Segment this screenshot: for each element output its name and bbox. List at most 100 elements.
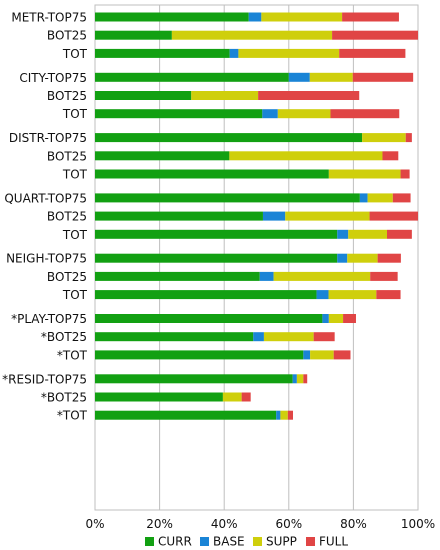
bar-segment-curr bbox=[95, 193, 360, 203]
x-tick-label: 20% bbox=[146, 517, 173, 531]
category-label: BOT25 bbox=[47, 270, 87, 284]
x-tick-label: 0% bbox=[85, 517, 104, 531]
bar-segment-curr bbox=[95, 151, 230, 161]
bar-segment-base bbox=[262, 109, 278, 119]
legend-label: BASE bbox=[213, 535, 245, 549]
category-label: *BOT25 bbox=[41, 391, 87, 405]
x-tick-labels: 0% 20% 40% 60% 80% 100% bbox=[85, 517, 435, 531]
category-labels: METR-TOP75 BOT25 TOT CITY-TOP75 BOT25 TOT DIST… bbox=[2, 11, 87, 423]
bar-segment-curr bbox=[95, 290, 317, 300]
bar-segment-supp bbox=[191, 91, 259, 100]
category-label: *RESID-TOP75 bbox=[2, 372, 87, 386]
bar-segment-supp bbox=[328, 169, 401, 179]
category-label: TOT bbox=[62, 228, 88, 242]
bar-segment-base bbox=[253, 332, 264, 342]
bar-segment-full bbox=[400, 169, 410, 179]
bar-segment-supp bbox=[348, 229, 387, 239]
bar-segment-full bbox=[342, 12, 399, 22]
bars-layer bbox=[95, 12, 418, 420]
bar-segment-curr bbox=[95, 109, 263, 119]
category-label: *PLAY-TOP75 bbox=[11, 312, 87, 326]
legend-swatch-full bbox=[306, 537, 315, 546]
bar-segment-full bbox=[382, 151, 399, 161]
bar-segment-base bbox=[337, 229, 349, 239]
bar-segment-supp bbox=[171, 30, 333, 40]
legend-label: FULL bbox=[319, 535, 348, 549]
x-tick-label: 100% bbox=[401, 517, 435, 531]
category-label: BOT25 bbox=[47, 89, 87, 103]
bar-segment-base bbox=[322, 314, 329, 323]
category-label: BOT25 bbox=[47, 29, 87, 43]
bar-segment-curr bbox=[95, 229, 338, 239]
bar-segment-curr bbox=[95, 392, 223, 402]
bar-segment-supp bbox=[277, 109, 331, 119]
bar-segment-supp bbox=[263, 332, 314, 342]
legend-swatch-curr bbox=[145, 537, 154, 546]
category-label: DISTR-TOP75 bbox=[9, 131, 87, 145]
x-tick-label: 60% bbox=[275, 517, 302, 531]
bar-segment-base bbox=[288, 72, 310, 82]
bar-segment-curr bbox=[95, 72, 289, 82]
bar-segment-supp bbox=[328, 314, 344, 323]
category-label: TOT bbox=[62, 168, 88, 182]
bar-segment-curr bbox=[95, 133, 363, 143]
bar-segment-full bbox=[333, 350, 351, 360]
category-label: TOT bbox=[62, 288, 88, 302]
bar-segment-curr bbox=[95, 253, 338, 263]
category-label: NEIGH-TOP75 bbox=[6, 252, 87, 266]
legend-swatch-base bbox=[200, 537, 209, 546]
x-tick-label: 40% bbox=[211, 517, 238, 531]
bar-segment-base bbox=[359, 193, 368, 203]
bar-segment-supp bbox=[261, 12, 343, 22]
bar-segment-full bbox=[339, 48, 406, 58]
category-label: BOT25 bbox=[47, 210, 87, 224]
category-label: METR-TOP75 bbox=[11, 11, 87, 25]
bar-segment-supp bbox=[309, 72, 353, 82]
bar-segment-full bbox=[376, 290, 401, 300]
category-label: *BOT25 bbox=[41, 330, 87, 344]
bar-segment-supp bbox=[347, 253, 378, 263]
bar-segment-full bbox=[313, 332, 335, 342]
bar-segment-base bbox=[303, 350, 311, 360]
bar-segment-full bbox=[241, 392, 251, 402]
bar-segment-base bbox=[316, 290, 329, 300]
bar-segment-curr bbox=[95, 12, 249, 22]
bar-segment-curr bbox=[95, 374, 293, 384]
bar-segment-supp bbox=[328, 290, 377, 300]
category-label: *TOT bbox=[57, 409, 88, 423]
bar-segment-supp bbox=[273, 271, 371, 281]
category-label: *TOT bbox=[57, 348, 88, 362]
bar-segment-full bbox=[369, 211, 418, 221]
bar-segment-curr bbox=[95, 211, 263, 221]
bar-segment-base bbox=[229, 48, 239, 58]
bar-segment-curr bbox=[95, 30, 172, 40]
bar-segment-curr bbox=[95, 169, 329, 179]
bar-segment-base bbox=[262, 211, 286, 221]
bar-segment-curr bbox=[95, 410, 277, 420]
bar-segment-supp bbox=[285, 211, 370, 221]
legend: CURR BASE SUPP FULL bbox=[145, 535, 348, 549]
bar-segment-supp bbox=[367, 193, 393, 203]
bar-segment-full bbox=[377, 253, 401, 263]
x-tick-label: 80% bbox=[340, 517, 367, 531]
category-label: TOT bbox=[62, 107, 88, 121]
bar-segment-supp bbox=[222, 392, 242, 402]
bar-segment-supp bbox=[310, 350, 334, 360]
bar-segment-base bbox=[259, 271, 274, 281]
bar-segment-base bbox=[276, 410, 281, 420]
legend-label: CURR bbox=[158, 535, 192, 549]
bar-segment-supp bbox=[280, 410, 288, 420]
bar-segment-base bbox=[337, 253, 348, 263]
bar-segment-supp bbox=[296, 374, 304, 384]
bar-segment-full bbox=[303, 374, 308, 384]
bar-segment-full bbox=[352, 72, 414, 82]
bar-segment-supp bbox=[362, 133, 406, 143]
bar-segment-full bbox=[330, 109, 400, 119]
bar-segment-full bbox=[343, 314, 356, 323]
category-label: QUART-TOP75 bbox=[4, 191, 87, 205]
bar-segment-curr bbox=[95, 271, 260, 281]
bar-segment-full bbox=[370, 271, 398, 281]
bar-segment-full bbox=[405, 133, 412, 143]
